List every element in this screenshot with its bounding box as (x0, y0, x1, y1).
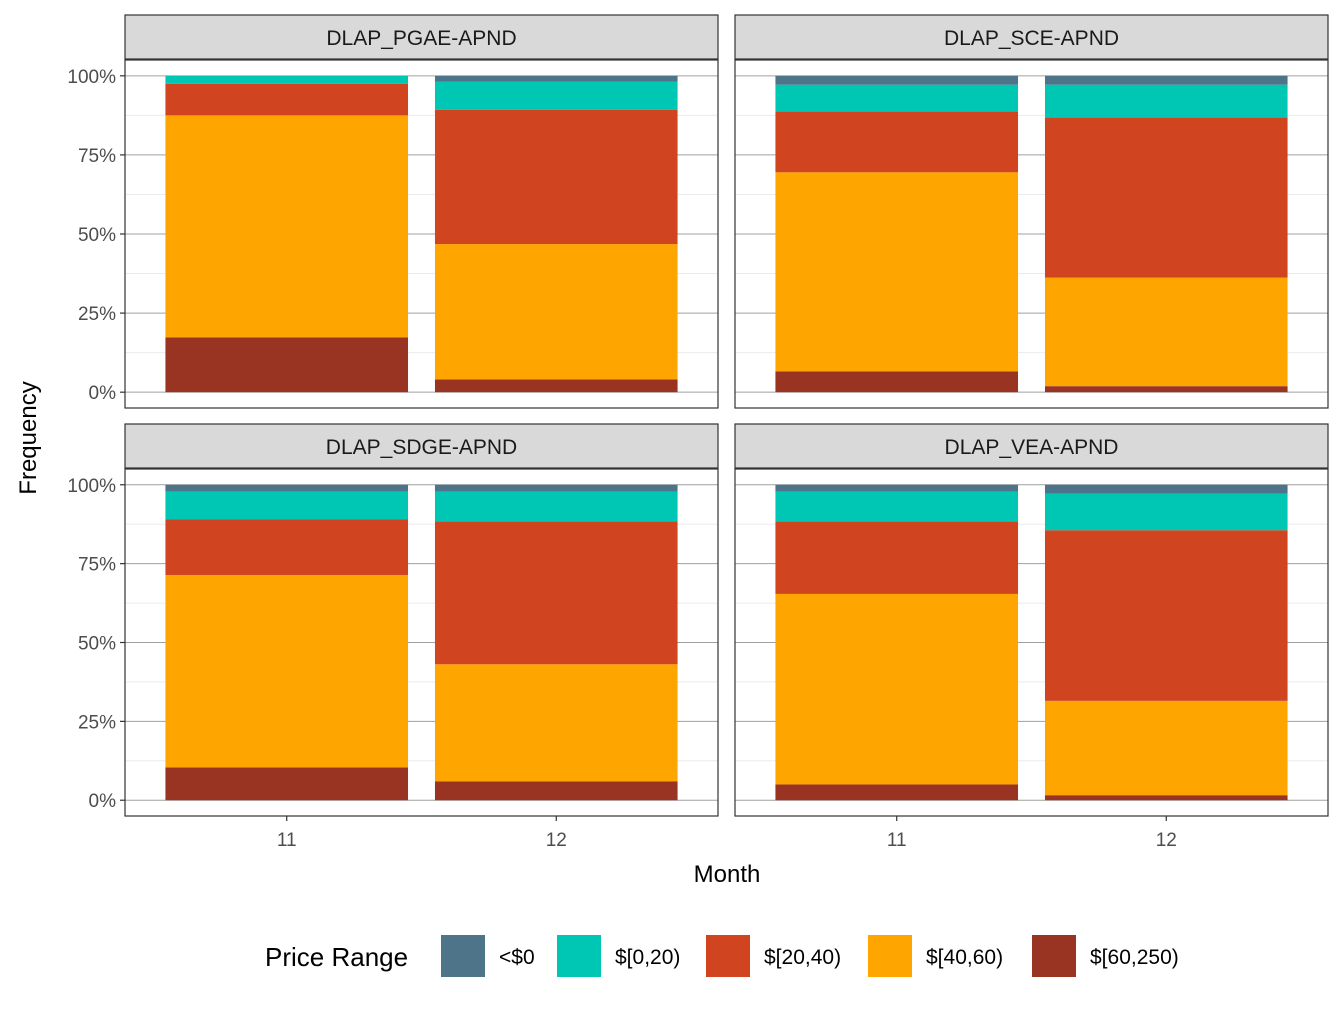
bar-segment (1044, 484, 1288, 494)
bar-segment (1044, 117, 1288, 278)
facet-strip (124, 423, 719, 469)
bar-segment (1044, 493, 1288, 531)
bar-segment (165, 337, 409, 393)
facet-strip (734, 423, 1329, 469)
bar-segment (775, 371, 1019, 393)
bar-segment (434, 75, 678, 82)
bar-segment (1044, 530, 1288, 701)
bar-segment (165, 574, 409, 768)
facet-strip (734, 14, 1329, 60)
y-tick-label: 0% (89, 791, 117, 812)
legend-key (1032, 935, 1076, 977)
bar-segment (775, 521, 1019, 594)
bar-segment (434, 664, 678, 782)
panel-border (734, 468, 1329, 817)
bar-segment (1044, 84, 1288, 118)
facet-title: DLAP_SCE-APND (944, 27, 1119, 50)
bar-segment (1044, 386, 1288, 393)
bar-segment (165, 484, 409, 492)
x-tick-label: 11 (887, 830, 907, 851)
y-tick-label: 25% (78, 712, 116, 733)
bar-segment (434, 379, 678, 393)
panel-border (124, 59, 719, 409)
y-tick-label: 75% (78, 146, 116, 167)
bar-segment (434, 244, 678, 380)
bar-segment (1044, 75, 1288, 85)
bar-segment (434, 781, 678, 801)
bar-segment (775, 784, 1019, 801)
bar-segment (775, 84, 1019, 112)
bar-segment (165, 767, 409, 801)
facet-title: DLAP_SDGE-APND (326, 436, 517, 459)
legend-key (868, 935, 912, 977)
bar-segment (434, 491, 678, 522)
y-tick-label: 25% (78, 304, 116, 325)
panel-border (124, 468, 719, 817)
legend-label: $[40,60) (926, 946, 1003, 969)
legend-label: $[0,20) (615, 946, 680, 969)
bar-segment (775, 172, 1019, 372)
legend-key (557, 935, 601, 977)
x-axis-label: Month (694, 861, 761, 888)
bar-segment (775, 491, 1019, 522)
bar-segment (434, 81, 678, 110)
bar-segment (165, 83, 409, 116)
bar-segment (1044, 795, 1288, 801)
y-tick-label: 0% (89, 383, 117, 404)
bar-segment (775, 75, 1019, 85)
y-tick-label: 75% (78, 555, 116, 576)
x-tick-label: 11 (277, 830, 297, 851)
legend-key (441, 935, 485, 977)
facet-title: DLAP_VEA-APND (945, 436, 1119, 459)
bar-segment (434, 521, 678, 665)
facet-title: DLAP_PGAE-APND (326, 27, 516, 50)
y-tick-label: 50% (78, 225, 116, 246)
bar-segment (434, 484, 678, 492)
bar-segment (165, 519, 409, 575)
bar-segment (1044, 700, 1288, 796)
bar-segment (434, 109, 678, 245)
bar-segment (165, 75, 409, 84)
bar-segment (165, 115, 409, 338)
y-tick-label: 50% (78, 634, 116, 655)
y-axis-label: Frequency (15, 381, 42, 494)
bar-segment (1044, 277, 1288, 387)
y-tick-label: 100% (67, 476, 116, 497)
facet-strip (124, 14, 719, 60)
bar-segment (775, 111, 1019, 173)
bar-segment (775, 593, 1019, 785)
legend-label: $[60,250) (1090, 946, 1179, 969)
bar-segment (165, 491, 409, 520)
legend-key (706, 935, 750, 977)
y-tick-label: 100% (67, 67, 116, 88)
x-tick-label: 12 (1156, 830, 1177, 851)
legend-label: $[20,40) (764, 946, 841, 969)
legend-title: Price Range (265, 942, 408, 972)
x-tick-label: 12 (546, 830, 567, 851)
panel-border (734, 59, 1329, 409)
legend-label: <$0 (499, 946, 535, 969)
bar-segment (775, 484, 1019, 492)
